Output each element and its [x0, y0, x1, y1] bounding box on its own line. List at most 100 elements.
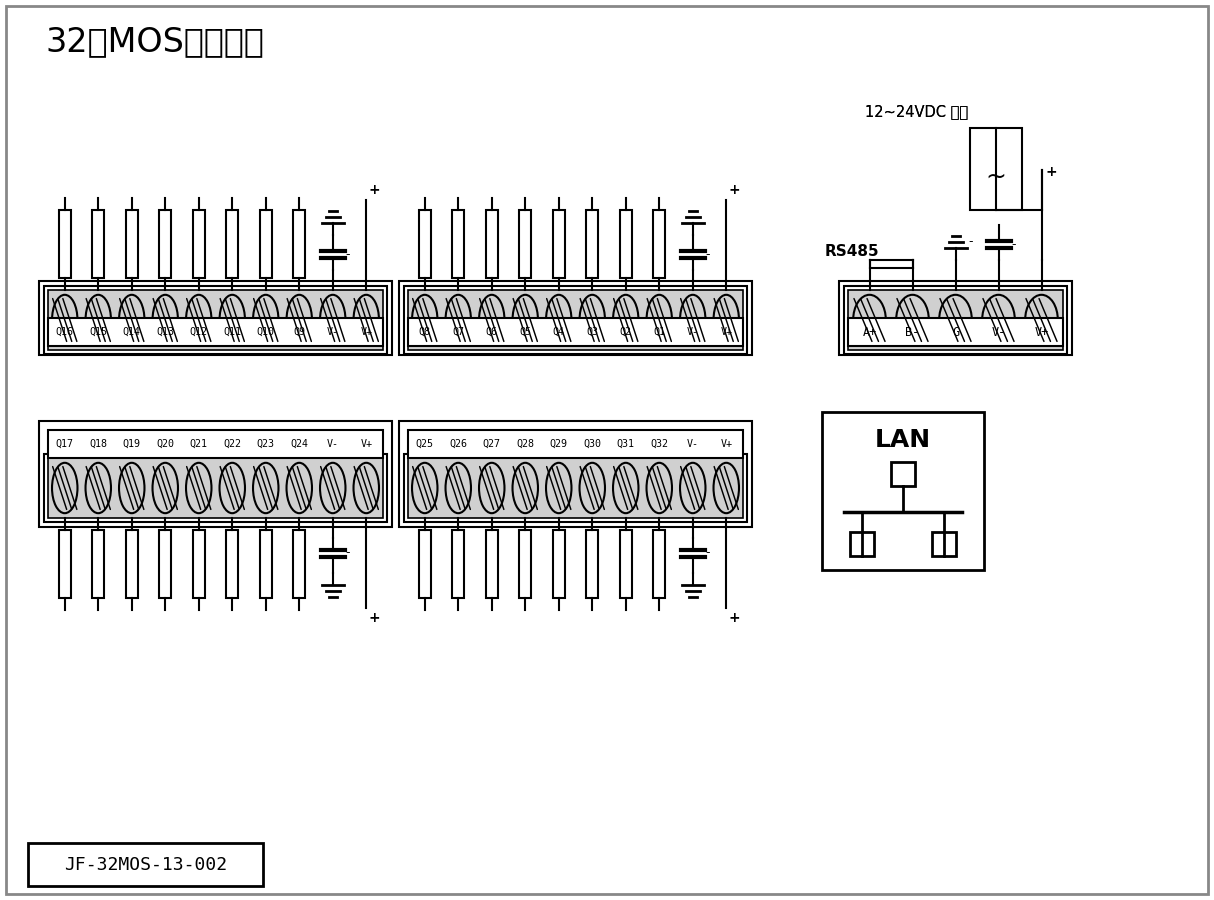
Text: -: - — [346, 248, 350, 262]
Ellipse shape — [85, 463, 110, 513]
Bar — [49, 458, 382, 518]
Bar — [39, 421, 392, 527]
Text: G: G — [952, 326, 959, 338]
Bar — [126, 530, 137, 598]
Bar — [226, 530, 238, 598]
Text: Q18: Q18 — [90, 439, 107, 449]
Text: -: - — [1011, 238, 1016, 251]
Bar — [49, 430, 382, 458]
Bar — [260, 210, 272, 278]
Text: Q13: Q13 — [157, 327, 175, 337]
Bar — [159, 210, 171, 278]
Bar — [260, 530, 272, 598]
Bar — [49, 318, 382, 346]
Bar — [49, 290, 382, 350]
Bar — [44, 286, 387, 354]
Bar — [44, 454, 387, 522]
Bar — [839, 281, 1072, 355]
Ellipse shape — [220, 295, 245, 346]
Text: Q25: Q25 — [415, 439, 433, 449]
Bar — [486, 210, 498, 278]
Text: Q8: Q8 — [419, 327, 431, 337]
Text: Q26: Q26 — [449, 439, 467, 449]
Text: Q20: Q20 — [157, 439, 175, 449]
Text: Q10: Q10 — [256, 327, 274, 337]
Ellipse shape — [647, 463, 673, 513]
Bar — [92, 530, 104, 598]
Bar — [58, 210, 70, 278]
Ellipse shape — [1025, 295, 1057, 346]
Ellipse shape — [353, 295, 379, 346]
Ellipse shape — [412, 295, 437, 346]
Text: Q11: Q11 — [223, 327, 242, 337]
Text: Q14: Q14 — [123, 327, 141, 337]
Ellipse shape — [353, 463, 379, 513]
Text: Q2: Q2 — [620, 327, 631, 337]
Ellipse shape — [253, 463, 278, 513]
Bar — [193, 530, 205, 598]
Text: V-: V- — [992, 326, 1005, 338]
Ellipse shape — [579, 295, 605, 346]
Bar — [486, 530, 498, 598]
Text: V+: V+ — [1034, 326, 1049, 338]
Bar — [970, 128, 1022, 210]
Bar — [653, 530, 665, 598]
Bar — [399, 421, 751, 527]
Bar — [850, 532, 874, 556]
Text: 12~24VDC 电源: 12~24VDC 电源 — [866, 104, 968, 120]
Text: Q21: Q21 — [189, 439, 208, 449]
Ellipse shape — [412, 463, 437, 513]
Text: Q5: Q5 — [520, 327, 532, 337]
Ellipse shape — [446, 295, 471, 346]
Text: +: + — [368, 611, 380, 625]
Bar — [586, 210, 599, 278]
Bar — [294, 530, 305, 598]
Bar — [419, 530, 431, 598]
Ellipse shape — [119, 295, 144, 346]
Bar — [453, 530, 464, 598]
Bar — [552, 530, 565, 598]
Text: V-: V- — [687, 439, 699, 449]
Bar — [408, 458, 743, 518]
Text: V-: V- — [327, 439, 339, 449]
Bar — [399, 281, 751, 355]
Bar — [58, 530, 70, 598]
Text: +: + — [728, 183, 741, 197]
Ellipse shape — [512, 295, 538, 346]
Ellipse shape — [220, 463, 245, 513]
Ellipse shape — [320, 295, 346, 346]
Ellipse shape — [85, 295, 110, 346]
Ellipse shape — [853, 295, 886, 346]
Ellipse shape — [647, 295, 673, 346]
Text: -: - — [705, 248, 710, 262]
Bar — [28, 843, 263, 886]
Text: Q16: Q16 — [56, 327, 74, 337]
Bar — [126, 210, 137, 278]
Text: LAN: LAN — [875, 428, 931, 452]
Text: -: - — [969, 236, 972, 248]
Bar — [408, 430, 743, 458]
Text: Q17: Q17 — [56, 439, 74, 449]
Bar — [653, 210, 665, 278]
Ellipse shape — [680, 463, 705, 513]
Ellipse shape — [896, 295, 929, 346]
Ellipse shape — [512, 463, 538, 513]
Text: Q7: Q7 — [453, 327, 464, 337]
Text: B-: B- — [906, 326, 920, 338]
Bar — [844, 286, 1067, 354]
Text: RS485: RS485 — [824, 245, 879, 259]
Ellipse shape — [119, 463, 144, 513]
Text: Q32: Q32 — [651, 439, 668, 449]
Text: Q29: Q29 — [550, 439, 568, 449]
Text: Q3: Q3 — [586, 327, 599, 337]
Ellipse shape — [186, 463, 211, 513]
Bar — [891, 462, 915, 486]
Ellipse shape — [613, 295, 639, 346]
Text: ~: ~ — [986, 165, 1006, 189]
Ellipse shape — [546, 295, 572, 346]
Text: -: - — [705, 546, 710, 560]
Ellipse shape — [320, 463, 346, 513]
Bar — [453, 210, 464, 278]
Text: Q24: Q24 — [290, 439, 308, 449]
Text: A+: A+ — [862, 326, 877, 338]
